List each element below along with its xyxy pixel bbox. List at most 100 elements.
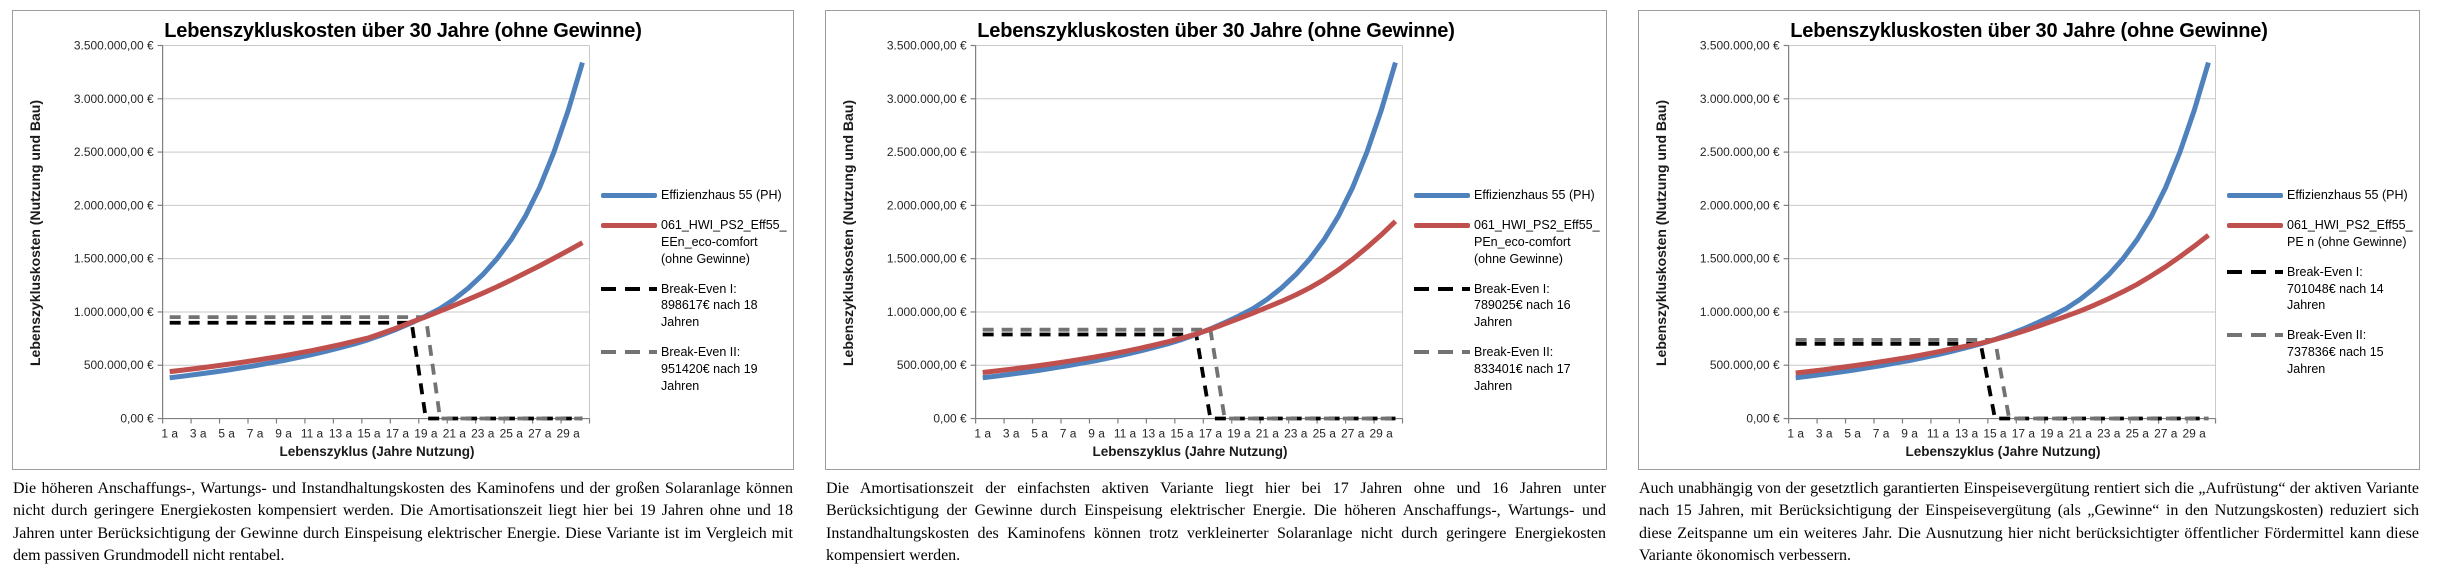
chart-column-1: 3.500.000,00 € 3.000.000,00 € 2.500.000,00… [12,10,794,580]
legend-swatch-red-line [1414,222,1470,228]
x-tick-label: 19 a [2040,426,2064,440]
y-tick-label: 1.000.000,00 € [887,305,967,319]
x-tick-label: 5 a [218,426,235,440]
x-tick-label: 1 a [974,426,991,440]
x-tick-label: 27 a [2154,426,2178,440]
legend-item-variant: 061_HWI_PS2_Eff55_EEn_eco-comfort (ohne … [601,217,788,268]
x-tick-label: 3 a [190,426,207,440]
x-tick-label: 1 a [1787,426,1804,440]
y-tick-label: 2.000.000,00 € [1700,198,1780,212]
x-tick-label: 17 a [2012,426,2036,440]
x-tick-label: 13 a [329,426,353,440]
x-tick-label: 9 a [1088,426,1105,440]
chart-panel-3: 3.500.000,00 € 3.000.000,00 € 2.500.000,00… [1638,10,2420,470]
x-tick-label: 13 a [1142,426,1166,440]
x-tick-label: 1 a [161,426,178,440]
legend-label: Break-Even I: 701048€ nach 14 Jahren [2287,264,2384,313]
series-line-break-even-ii [982,327,1396,421]
x-tick-label: 3 a [1816,426,1833,440]
x-tick-label: 9 a [1901,426,1918,440]
legend-swatch-gray-dashed-line [1414,350,1470,355]
chart-column-3: 3.500.000,00 € 3.000.000,00 € 2.500.000,00… [1638,10,2420,580]
legend-label: Effizienzhaus 55 (PH) [661,188,782,202]
legend-label: Break-Even II: 737836€ nach 15 Jahren [2287,328,2384,376]
y-tick-label: 2.500.000,00 € [887,145,967,159]
x-tick-label: 11 a [301,426,324,440]
x-tick-label: 7 a [1060,426,1077,440]
chart-caption-2: Die Amortisationszeit der einfachsten ak… [826,480,1606,565]
legend-item-effizienzhaus: Effizienzhaus 55 (PH) [1414,187,1601,204]
x-tick-label: 21 a [2069,426,2093,440]
y-tick-label: 500.000,00 € [897,358,967,372]
x-tick-label: 29 a [2183,426,2207,440]
legend-item-breakeven-1: Break-Even I: 898617€ nach 18 Jahren [601,281,788,332]
y-axis-title: Lebenszykluskosten (Nutzung und Bau) [27,100,43,367]
x-tick-label: 21 a [443,426,467,440]
x-tick-label: 17 a [1199,426,1223,440]
x-tick-label: 23 a [2097,426,2121,440]
legend-label: Break-Even II: 951420€ nach 19 Jahren [661,345,758,393]
x-tick-label: 23 a [1284,426,1308,440]
y-tick-label: 500.000,00 € [1710,358,1780,372]
chart-caption-3: Auch unabhängig von der gesetztlich gara… [1639,480,2419,565]
y-tick-label: 3.500.000,00 € [1700,38,1780,52]
y-tick-label: 1.500.000,00 € [74,252,154,266]
y-tick-label: 3.000.000,00 € [887,92,967,106]
chart-legend: Effizienzhaus 55 (PH) 061_HWI_PS2_Eff55_… [1414,187,1601,395]
y-tick-label: 2.000.000,00 € [887,198,967,212]
x-axis-title: Lebenszyklus (Jahre Nutzung) [279,444,475,459]
series-line-break-even-i [1795,341,2209,421]
y-tick-label: 2.000.000,00 € [74,198,154,212]
x-tick-label: 15 a [1983,426,2007,440]
legend-item-breakeven-2: Break-Even II: 737836€ nach 15 Jahren [2227,327,2414,378]
legend-item-breakeven-1: Break-Even I: 701048€ nach 14 Jahren [2227,264,2414,315]
legend-item-breakeven-1: Break-Even I: 789025€ nach 16 Jahren [1414,281,1601,332]
legend-item-effizienzhaus: Effizienzhaus 55 (PH) [2227,187,2414,204]
y-tick-label: 2.500.000,00 € [1700,145,1780,159]
chart-title: Lebenszykluskosten über 30 Jahre (ohne G… [164,20,642,42]
legend-label: Effizienzhaus 55 (PH) [1474,188,1595,202]
y-axis-title: Lebenszykluskosten (Nutzung und Bau) [840,100,856,367]
legend-item-breakeven-2: Break-Even II: 951420€ nach 19 Jahren [601,344,788,395]
plot-area-3: 3.500.000,00 € 3.000.000,00 € 2.500.000,00… [1700,38,2217,440]
x-tick-label: 23 a [471,426,495,440]
x-tick-label: 11 a [1927,426,1950,440]
x-tick-label: 19 a [1227,426,1251,440]
x-tick-label: 27 a [1341,426,1365,440]
x-tick-label: 27 a [528,426,552,440]
plot-area-1: 3.500.000,00 € 3.000.000,00 € 2.500.000,00… [74,38,591,440]
x-tick-label: 21 a [1256,426,1280,440]
legend-label: Effizienzhaus 55 (PH) [2287,188,2408,202]
y-tick-label: 1.000.000,00 € [74,305,154,319]
x-tick-label: 15 a [1170,426,1194,440]
x-tick-label: 15 a [357,426,381,440]
series-line-cost [982,219,1398,375]
legend-swatch-black-dashed-line [601,286,657,291]
chart-panel-2: 3.500.000,00 € 3.000.000,00 € 2.500.000,00… [825,10,1607,470]
series-line-break-even-i [982,332,1396,421]
x-tick-label: 11 a [1114,426,1137,440]
x-tick-label: 29 a [1370,426,1394,440]
legend-swatch-blue-line [1414,193,1470,198]
series-line-cost [1795,61,2211,381]
x-tick-label: 25 a [500,426,524,440]
x-tick-label: 25 a [1313,426,1337,440]
y-tick-label: 3.000.000,00 € [1700,92,1780,106]
x-tick-label: 29 a [557,426,581,440]
x-axis-title: Lebenszyklus (Jahre Nutzung) [1905,444,2101,459]
y-tick-label: 0,00 € [1746,412,1780,426]
legend-label: 061_HWI_PS2_Eff55_PEn_eco-comfort (ohne … [1474,217,1600,266]
legend-item-breakeven-2: Break-Even II: 833401€ nach 17 Jahren [1414,344,1601,395]
y-tick-label: 1.500.000,00 € [1700,252,1780,266]
legend-item-variant: 061_HWI_PS2_Eff55_PEn_eco-comfort (ohne … [1414,217,1601,268]
legend-swatch-blue-line [601,193,657,198]
x-tick-label: 5 a [1844,426,1861,440]
plot-area-2: 3.500.000,00 € 3.000.000,00 € 2.500.000,00… [887,38,1404,440]
y-tick-label: 2.500.000,00 € [74,145,154,159]
chart-legend: Effizienzhaus 55 (PH) 061_HWI_PS2_Eff55_… [2227,187,2414,378]
legend-swatch-blue-line [2227,193,2283,198]
chart-column-2: 3.500.000,00 € 3.000.000,00 € 2.500.000,00… [825,10,1607,580]
y-axis-title: Lebenszykluskosten (Nutzung und Bau) [1653,100,1669,367]
x-tick-label: 13 a [1955,426,1979,440]
